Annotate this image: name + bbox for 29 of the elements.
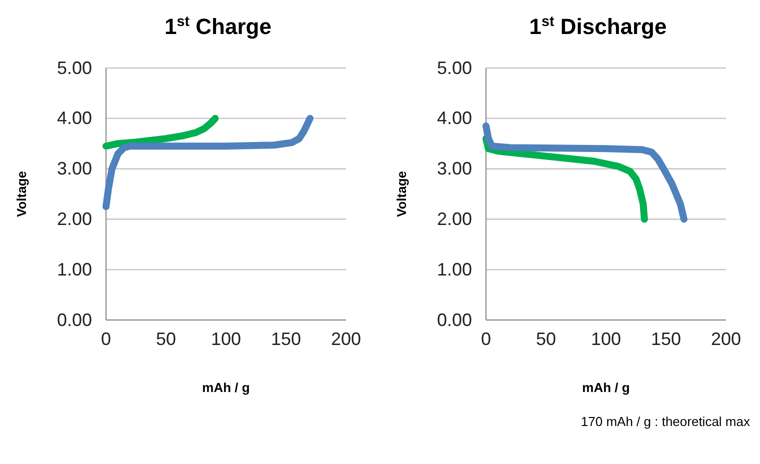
x-tick-label: 100 <box>210 328 242 349</box>
y-axis-title: Voltage <box>14 171 29 217</box>
x-tick-label: 0 <box>100 328 112 349</box>
y-tick-label: 2.00 <box>436 208 472 229</box>
chart-title: 1$^{st}$ Charge <box>164 14 272 39</box>
x-tick-label: 100 <box>590 328 622 349</box>
y-axis-title: Voltage <box>394 171 409 217</box>
x-tick-label: 50 <box>536 328 556 349</box>
x-tick-label: 150 <box>270 328 302 349</box>
y-tick-label: 2.00 <box>56 208 92 229</box>
x-axis-title: mAh / g <box>202 380 250 395</box>
x-axis-title: mAh / g <box>582 380 630 395</box>
x-tick-label: 200 <box>710 328 742 349</box>
x-tick-label: 200 <box>330 328 362 349</box>
y-tick-label: 5.00 <box>436 58 472 78</box>
y-tick-label: 1.00 <box>436 259 472 280</box>
y-tick-label: 4.00 <box>56 108 92 128</box>
text: 170 mAh / g : theoretical max <box>580 414 750 429</box>
chart-title: 1$^{st}$ Discharge <box>529 14 667 39</box>
y-tick-label: 1.00 <box>56 259 92 280</box>
y-tick-label: 4.00 <box>436 108 472 128</box>
y-tick-label: 3.00 <box>56 158 92 179</box>
y-tick-label: 3.00 <box>436 158 472 179</box>
y-tick-label: 5.00 <box>56 58 92 78</box>
x-tick-label: 50 <box>156 328 176 349</box>
x-tick-label: 150 <box>650 328 682 349</box>
x-tick-label: 0 <box>480 328 492 349</box>
y-tick-label: 0.00 <box>56 310 92 330</box>
y-tick-label: 0.00 <box>436 310 472 330</box>
